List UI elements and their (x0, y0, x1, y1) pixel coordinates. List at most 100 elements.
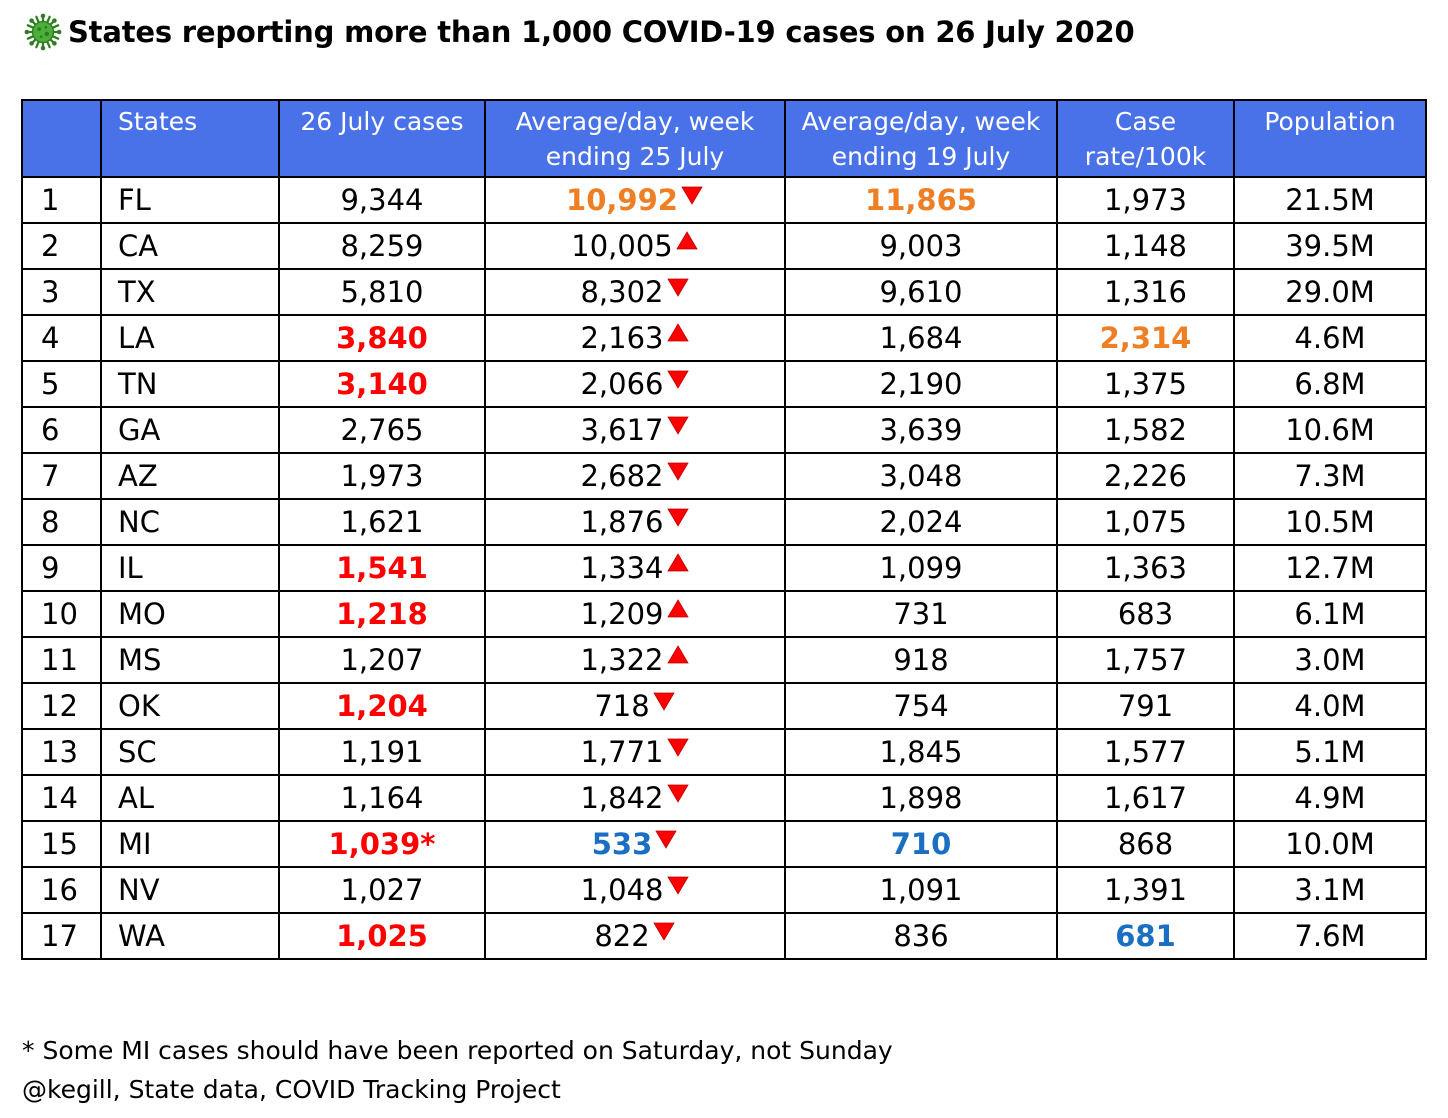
population-cell-value: 3.1M (1294, 873, 1366, 907)
table-row: 6 GA 2,765 3,617 3,639 1,582 10.6M (21, 406, 1427, 454)
rank-cell: 7 (21, 452, 102, 500)
table-row: 16 NV 1,027 1,048 1,091 1,391 3.1M (21, 866, 1427, 914)
rank-cell-value: 1 (41, 183, 60, 217)
population-cell-value: 3.0M (1294, 643, 1366, 677)
cases-cell: 5,810 (278, 268, 486, 316)
population-cell-value: 4.9M (1294, 781, 1366, 815)
case-rate-cell-value: 1,617 (1103, 781, 1188, 815)
state-cell-value: MI (118, 827, 152, 861)
avg-25-july-cell: 1,771 (484, 728, 786, 776)
rank-cell: 5 (21, 360, 102, 408)
avg-19-july-cell-value: 9,003 (879, 229, 963, 263)
title-row: States reporting more than 1,000 COVID-1… (24, 8, 1135, 56)
avg-19-july-cell: 11,865 (784, 176, 1058, 224)
state-cell: SC (100, 728, 280, 776)
population-cell: 21.5M (1233, 176, 1427, 224)
table-row: 7 AZ 1,973 2,682 3,048 2,226 7.3M (21, 452, 1427, 500)
table-row: 13 SC 1,191 1,771 1,845 1,577 5.1M (21, 728, 1427, 776)
cases-cell-value: 2,765 (340, 413, 424, 447)
case-rate-cell-value: 2,314 (1099, 321, 1192, 355)
cases-cell: 1,191 (278, 728, 486, 776)
population-cell-value: 10.0M (1285, 827, 1375, 861)
case-rate-cell: 1,617 (1056, 774, 1235, 822)
rank-cell-value: 16 (41, 873, 78, 907)
table-row: 9 IL 1,541 1,334 1,099 1,363 12.7M (21, 544, 1427, 592)
population-cell: 4.0M (1233, 682, 1427, 730)
avg-19-july-cell-value: 918 (893, 643, 949, 677)
cases-cell: 1,164 (278, 774, 486, 822)
avg-25-july-cell-value: 10,005 (571, 229, 673, 263)
avg-19-july-cell: 1,099 (784, 544, 1058, 592)
population-cell: 39.5M (1233, 222, 1427, 270)
case-rate-cell: 2,314 (1056, 314, 1235, 362)
rank-cell-value: 7 (41, 459, 60, 493)
rank-cell-value: 8 (41, 505, 60, 539)
avg-25-july-cell: 8,302 (484, 268, 786, 316)
rank-cell-value: 4 (41, 321, 60, 355)
table-row: 11 MS 1,207 1,322 918 1,757 3.0M (21, 636, 1427, 684)
trend-down-icon (655, 830, 677, 849)
population-cell: 5.1M (1233, 728, 1427, 776)
population-cell: 4.6M (1233, 314, 1427, 362)
avg-25-july-cell-value: 1,209 (580, 597, 664, 631)
case-rate-cell: 791 (1056, 682, 1235, 730)
cases-cell-value: 1,621 (340, 505, 424, 539)
cases-cell: 1,621 (278, 498, 486, 546)
state-cell: AZ (100, 452, 280, 500)
case-rate-cell-value: 1,316 (1103, 275, 1188, 309)
table-row: 4 LA 3,840 2,163 1,684 2,314 4.6M (21, 314, 1427, 362)
state-cell: NC (100, 498, 280, 546)
table-body: 1 FL 9,344 10,992 11,865 1,973 21.5M 2 CA 8,259 10… (21, 176, 1427, 960)
avg-19-july-cell-value: 1,898 (879, 781, 963, 815)
avg-19-july-cell: 2,024 (784, 498, 1058, 546)
avg-25-july-cell-value: 1,334 (580, 551, 664, 585)
state-cell-value: NC (118, 505, 160, 539)
rank-cell-value: 15 (41, 827, 78, 861)
state-cell: LA (100, 314, 280, 362)
cases-cell-value: 1,207 (340, 643, 424, 677)
avg-19-july-cell-value: 710 (890, 827, 952, 861)
population-cell: 10.5M (1233, 498, 1427, 546)
table-row: 5 TN 3,140 2,066 2,190 1,375 6.8M (21, 360, 1427, 408)
cases-cell: 1,973 (278, 452, 486, 500)
avg-25-july-cell: 1,334 (484, 544, 786, 592)
avg-19-july-cell: 2,190 (784, 360, 1058, 408)
avg-25-july-cell-value: 8,302 (580, 275, 664, 309)
avg-19-july-cell-value: 11,865 (865, 183, 977, 217)
avg-25-july-cell: 3,617 (484, 406, 786, 454)
cases-cell-value: 1,204 (336, 689, 428, 723)
population-cell-value: 10.6M (1285, 413, 1375, 447)
cases-cell-value: 5,810 (340, 275, 424, 309)
cases-cell: 3,840 (278, 314, 486, 362)
state-cell: MO (100, 590, 280, 638)
page-title: States reporting more than 1,000 COVID-1… (68, 15, 1135, 49)
state-cell-value: CA (118, 229, 159, 263)
avg-25-july-cell-value: 3,617 (580, 413, 664, 447)
case-rate-cell: 1,391 (1056, 866, 1235, 914)
avg-25-july-cell-value: 1,842 (580, 781, 664, 815)
case-rate-cell: 1,363 (1056, 544, 1235, 592)
avg-19-july-cell-value: 9,610 (879, 275, 963, 309)
state-cell-value: AL (118, 781, 154, 815)
rank-cell: 17 (21, 912, 102, 960)
case-rate-cell-value: 681 (1115, 919, 1176, 953)
avg-25-july-cell-value: 533 (591, 827, 653, 861)
header-case-rate: Case rate/100k (1056, 99, 1235, 178)
avg-19-july-cell-value: 3,639 (879, 413, 963, 447)
population-cell: 4.9M (1233, 774, 1427, 822)
avg-19-july-cell: 9,610 (784, 268, 1058, 316)
avg-19-july-cell-value: 836 (893, 919, 949, 953)
trend-up-icon (666, 599, 689, 618)
case-rate-cell-value: 1,973 (1103, 183, 1188, 217)
avg-19-july-cell: 754 (784, 682, 1058, 730)
population-cell: 6.8M (1233, 360, 1427, 408)
avg-25-july-cell: 10,005 (484, 222, 786, 270)
header-states: States (100, 99, 280, 178)
state-cell: MS (100, 636, 280, 684)
population-cell-value: 6.1M (1294, 597, 1366, 631)
cases-cell-value: 1,541 (336, 551, 428, 585)
cases-cell: 1,039* (278, 820, 486, 868)
rank-cell: 15 (21, 820, 102, 868)
table-row: 12 OK 1,204 718 754 791 4.0M (21, 682, 1427, 730)
table-row: 10 MO 1,218 1,209 731 683 6.1M (21, 590, 1427, 638)
